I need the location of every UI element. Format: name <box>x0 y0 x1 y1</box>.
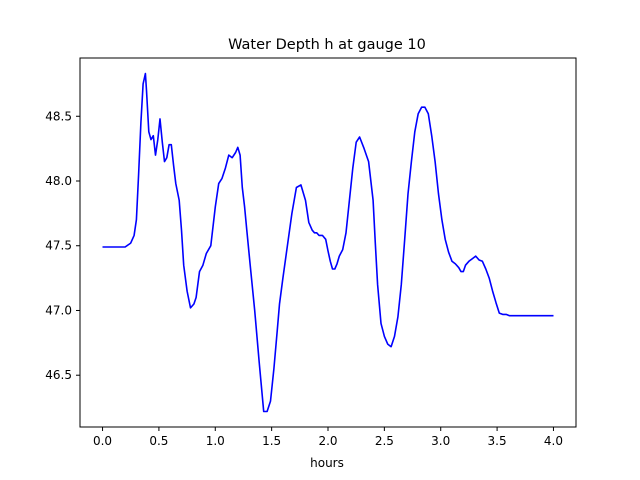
x-tick-label: 4.0 <box>544 434 563 448</box>
chart-title: Water Depth h at gauge 10 <box>228 37 426 53</box>
x-axis-label: hours <box>310 456 344 470</box>
x-tick-label: 1.0 <box>206 434 225 448</box>
x-tick-label: 0.5 <box>149 434 168 448</box>
y-tick-label: 48.5 <box>45 109 72 123</box>
y-tick-label: 47.0 <box>45 303 72 317</box>
y-tick-label: 46.5 <box>45 368 72 382</box>
y-tick-label: 48.0 <box>45 174 72 188</box>
x-tick-label: 2.5 <box>375 434 394 448</box>
x-tick-label: 1.5 <box>262 434 281 448</box>
x-tick-label: 3.5 <box>488 434 507 448</box>
x-tick-label: 2.0 <box>318 434 337 448</box>
series-line-0 <box>102 72 554 413</box>
plot-area: 0.0 0.5 1.0 1.5 2.0 2.5 3.0 3.5 4.0 46.5 47.0 47.5 4… <box>45 57 577 448</box>
x-tick-label: 0.0 <box>93 434 112 448</box>
x-tick-label: 3.0 <box>431 434 450 448</box>
y-tick-label: 47.5 <box>45 239 72 253</box>
